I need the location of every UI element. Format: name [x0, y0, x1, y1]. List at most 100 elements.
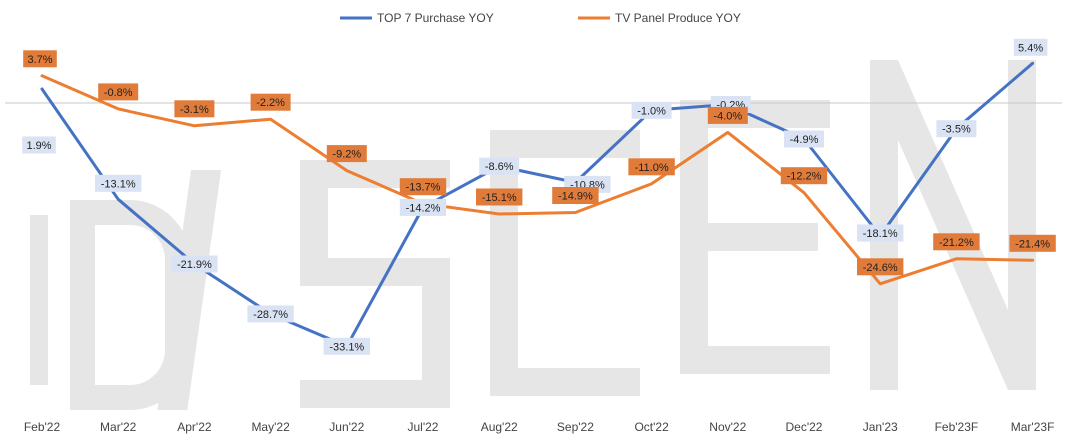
- x-tick-label: Feb'23F: [935, 420, 979, 434]
- tv-panel-data-label: -0.8%: [98, 83, 139, 101]
- data-label-text: -21.2%: [939, 237, 974, 249]
- tv-panel-data-label: -4.0%: [707, 106, 748, 124]
- data-label-text: -11.0%: [635, 162, 669, 174]
- tv-panel-data-label: -13.7%: [399, 178, 447, 196]
- data-label-text: -4.0%: [713, 110, 742, 122]
- top7-data-label: -8.6%: [479, 157, 520, 175]
- data-label-text: -33.1%: [329, 341, 364, 353]
- x-tick-label: May'22: [251, 420, 290, 434]
- data-label-box: [780, 167, 828, 185]
- top7-data-label: -14.2%: [399, 198, 447, 216]
- data-label-text: -14.9%: [558, 191, 593, 203]
- tv-panel-data-label: -11.0%: [628, 158, 675, 176]
- x-tick-label: Jan'23: [863, 420, 898, 434]
- data-label-text: -14.2%: [406, 202, 441, 214]
- data-label-box: [23, 50, 57, 68]
- legend: TOP 7 Purchase YOY TV Panel Produce YOY: [340, 11, 741, 25]
- data-label-text: -24.6%: [863, 262, 898, 274]
- data-label-box: [250, 93, 291, 111]
- x-tick-label: Feb'22: [24, 420, 61, 434]
- data-label-box: [1013, 38, 1048, 56]
- data-label-text: -21.4%: [1015, 238, 1050, 250]
- x-tick-label: Sep'22: [557, 420, 594, 434]
- x-tick-label: Jul'22: [408, 420, 439, 434]
- x-tick-label: Dec'22: [786, 420, 823, 434]
- data-label-text: -4.9%: [790, 134, 819, 146]
- top7-data-label: 5.4%: [1013, 38, 1048, 56]
- top7-data-label: -1.0%: [631, 101, 672, 119]
- data-label-text: -3.5%: [942, 124, 971, 136]
- top7-data-label: -13.1%: [95, 174, 142, 192]
- tv-panel-data-label: -15.1%: [476, 188, 523, 206]
- data-label-box: [552, 187, 599, 204]
- x-tick-label: Mar'23F: [1011, 420, 1055, 434]
- data-label-box: [326, 145, 367, 163]
- data-label-text: -28.7%: [253, 309, 288, 321]
- data-label-text: -2.2%: [256, 97, 285, 109]
- data-label-text: -15.1%: [482, 192, 517, 204]
- data-label-box: [399, 178, 447, 196]
- data-label-text: 5.4%: [1018, 42, 1043, 54]
- top7-data-label: -21.9%: [171, 255, 218, 273]
- tv-panel-data-label: 3.7%: [23, 50, 57, 68]
- tv-panel-data-label: -21.2%: [933, 233, 980, 251]
- data-label-box: [174, 100, 215, 118]
- data-label-text: 1.9%: [26, 140, 51, 152]
- data-label-box: [22, 136, 56, 154]
- data-label-box: [1009, 234, 1056, 252]
- tv-panel-data-label: -12.2%: [780, 167, 828, 185]
- x-tick-label: Aug'22: [481, 420, 518, 434]
- data-label-text: -3.1%: [180, 104, 209, 116]
- tv-panel-data-label: -2.2%: [250, 93, 291, 111]
- data-label-box: [95, 174, 142, 192]
- watermark-logo: [30, 60, 1036, 410]
- tv-panel-data-label: -3.1%: [174, 100, 215, 118]
- data-label-box: [857, 224, 904, 242]
- data-label-box: [936, 120, 977, 138]
- x-axis-ticks: Feb'22 Mar'22 Apr'22 May'22 Jun'22 Jul'22 Aug'…: [24, 420, 1055, 434]
- data-label-box: [933, 233, 980, 251]
- data-label-text: -9.2%: [332, 149, 361, 161]
- tv-panel-data-label: -14.9%: [552, 187, 599, 204]
- data-label-box: [707, 106, 748, 124]
- data-labels: 1.9% -13.1% -21.9% -28.7% -33.1% -14.2% -8.6% -…: [22, 38, 1056, 355]
- data-label-text: -8.6%: [485, 161, 514, 173]
- x-tick-label: Nov'22: [709, 420, 746, 434]
- x-tick-label: Apr'22: [177, 420, 212, 434]
- data-label-box: [98, 83, 139, 101]
- data-label-text: -0.8%: [104, 87, 133, 99]
- top7-data-label: -18.1%: [857, 224, 904, 242]
- data-label-box: [857, 258, 904, 276]
- data-label-text: -12.2%: [787, 171, 822, 183]
- top7-data-label: -3.5%: [936, 120, 977, 138]
- data-label-box: [628, 158, 675, 176]
- top7-data-label: 1.9%: [22, 136, 56, 154]
- data-label-box: [323, 337, 370, 355]
- data-label-box: [476, 188, 523, 206]
- legend-label-tv-panel: TV Panel Produce YOY: [615, 11, 741, 25]
- x-tick-label: Mar'22: [100, 420, 137, 434]
- data-label-text: -13.7%: [406, 182, 441, 194]
- data-label-box: [479, 157, 520, 175]
- legend-item-top7: TOP 7 Purchase YOY: [340, 11, 494, 25]
- data-label-text: -1.0%: [637, 105, 666, 117]
- x-tick-label: Oct'22: [634, 420, 669, 434]
- data-label-box: [631, 101, 672, 119]
- data-label-box: [247, 305, 294, 323]
- data-label-box: [784, 130, 824, 148]
- legend-item-tv-panel: TV Panel Produce YOY: [578, 11, 741, 25]
- top7-data-label: -28.7%: [247, 305, 294, 323]
- top7-data-label: -33.1%: [323, 337, 370, 355]
- tv-panel-data-label: -24.6%: [857, 258, 904, 276]
- legend-label-top7: TOP 7 Purchase YOY: [377, 11, 494, 25]
- tv-panel-data-label: -9.2%: [326, 145, 367, 163]
- data-label-text: -13.1%: [101, 178, 136, 190]
- data-label-box: [399, 198, 447, 216]
- data-label-text: -18.1%: [863, 228, 898, 240]
- x-tick-label: Jun'22: [329, 420, 364, 434]
- tv-panel-data-label: -21.4%: [1009, 234, 1056, 252]
- data-label-text: -21.9%: [177, 259, 212, 271]
- top7-data-label: -4.9%: [784, 130, 824, 148]
- data-label-box: [171, 255, 218, 273]
